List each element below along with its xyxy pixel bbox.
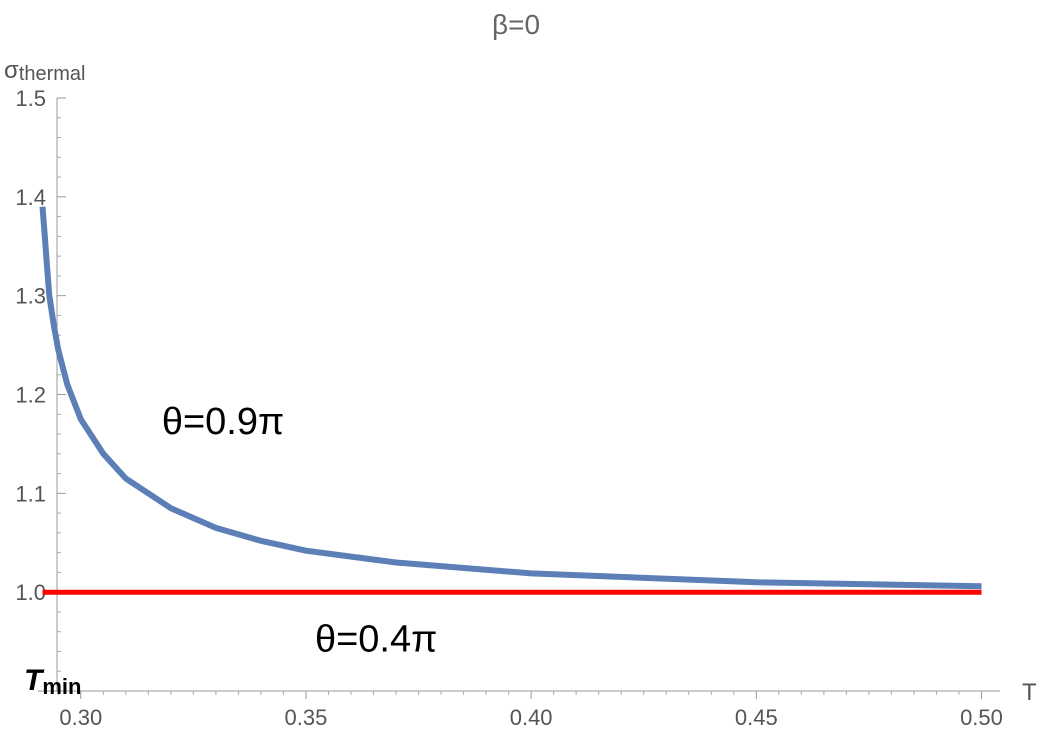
y-tick-label: 1.4 <box>15 185 46 210</box>
x-axis-label: T <box>1022 679 1037 706</box>
x-tick-label: 0.35 <box>285 705 328 730</box>
series-annotation-1: θ=0.9π <box>162 401 284 443</box>
series-layer <box>39 206 982 595</box>
series-annotation-2: θ=0.4π <box>315 618 437 660</box>
x-tick-label: 0.45 <box>735 705 778 730</box>
y-tick-label: 1.5 <box>15 86 46 111</box>
x-tick-label: 0.30 <box>59 705 102 730</box>
y-tick-label: 1.0 <box>15 580 46 605</box>
y-tick-label: 1.3 <box>15 284 46 309</box>
y-tick-label: 1.2 <box>15 383 46 408</box>
x-tick-label: 0.40 <box>510 705 553 730</box>
y-axis-label: σthermal <box>4 57 86 85</box>
x-tick-label: 0.50 <box>960 705 1003 730</box>
series-line-1 <box>39 206 982 590</box>
chart-title: β=0 <box>492 9 540 40</box>
tmin-marker-label: Tmin <box>24 664 81 699</box>
y-ticks: 1.0 1.1 1.2 1.3 1.4 1.5 <box>15 86 66 672</box>
x-ticks: 0.30 0.35 0.40 0.45 0.50 <box>57 691 1003 730</box>
annotation-layer: θ=0.9π θ=0.4π <box>162 401 437 660</box>
y-tick-label: 1.1 <box>15 481 46 506</box>
